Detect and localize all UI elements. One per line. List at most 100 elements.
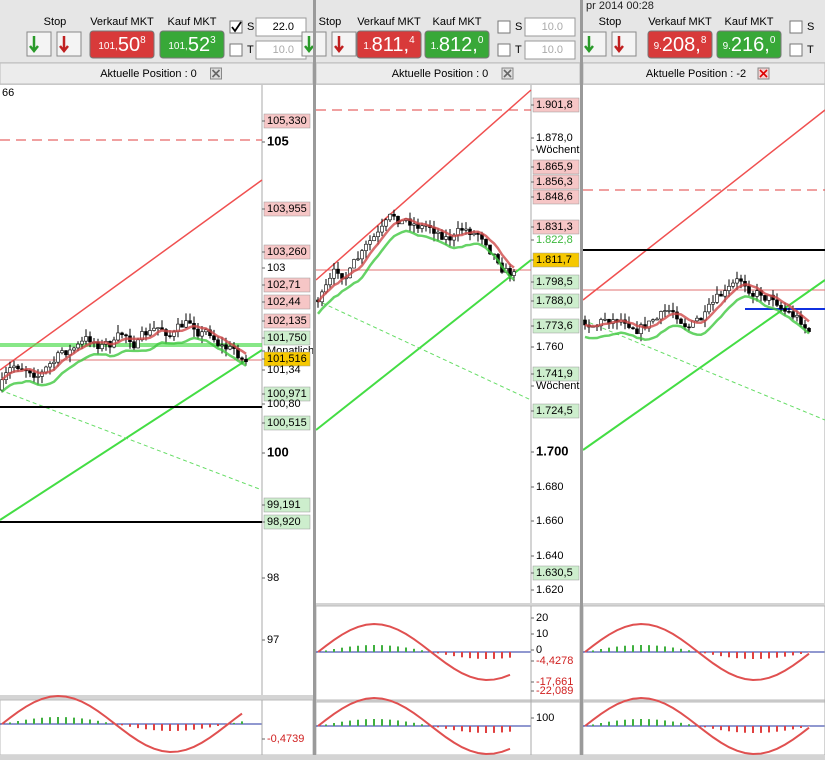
- buy-price[interactable]: 1.812,0: [431, 34, 484, 56]
- sell-price[interactable]: 101,508: [98, 34, 146, 56]
- axis-label: 100,971: [267, 388, 307, 400]
- t-spinbox[interactable]: [524, 40, 576, 60]
- order-icon[interactable]: [56, 31, 82, 57]
- s-checkbox[interactable]: [497, 20, 511, 34]
- s-checkbox[interactable]: [789, 20, 803, 34]
- candle-body: [651, 319, 655, 322]
- axis-label: -0,4739: [267, 733, 304, 745]
- sell-label: Verkauf MKT: [90, 16, 154, 28]
- t-checkbox[interactable]: [497, 43, 511, 57]
- sell-price[interactable]: 1.811,4: [363, 34, 415, 56]
- candle-body: [719, 293, 723, 297]
- sell-button[interactable]: [356, 30, 422, 59]
- order-icon[interactable]: [611, 31, 637, 57]
- candle-body: [779, 305, 783, 309]
- sell-label: Verkauf MKT: [648, 16, 712, 28]
- s-spinbox[interactable]: [524, 17, 576, 37]
- order-icon[interactable]: [26, 31, 52, 57]
- order-icon-arrow: [614, 36, 624, 54]
- sell-button[interactable]: [89, 30, 155, 59]
- candle-body: [667, 310, 671, 312]
- axis-label: 1.700: [536, 443, 569, 458]
- dotted-line: [0, 389, 263, 491]
- stop-label: Stop: [44, 16, 67, 28]
- candle-body: [336, 268, 340, 274]
- axis-label: 1.788,0: [536, 295, 573, 307]
- candle-body: [76, 343, 80, 349]
- candle-body: [412, 223, 416, 226]
- candle-body: [460, 228, 464, 231]
- candle-body: [763, 295, 767, 301]
- axis-label: 103,260: [267, 246, 307, 258]
- candle-body: [352, 259, 356, 269]
- t-checkbox[interactable]: [789, 43, 803, 57]
- candle-body: [12, 365, 16, 368]
- buy-price[interactable]: 101,523: [168, 34, 216, 56]
- axis-label: 98: [267, 572, 279, 584]
- candle-body: [144, 331, 148, 336]
- candle-body: [731, 282, 735, 287]
- candle-body: [464, 228, 468, 231]
- axis-label: 10: [536, 628, 548, 640]
- candle-body: [711, 302, 715, 305]
- candle-body: [392, 213, 396, 217]
- candle-body: [0, 379, 4, 391]
- buy-button[interactable]: [716, 30, 782, 59]
- t-checkbox[interactable]: [229, 43, 243, 57]
- candle-body: [739, 278, 743, 282]
- axis-label: 1.831,3: [536, 221, 573, 233]
- candle-body: [639, 324, 643, 334]
- dotted-line: [582, 319, 825, 421]
- dotted-line: [315, 299, 532, 401]
- candle-body: [727, 285, 731, 291]
- candle-body: [440, 231, 444, 240]
- buy-button[interactable]: [424, 30, 490, 59]
- candle-body: [88, 336, 92, 343]
- order-icon[interactable]: [331, 31, 357, 57]
- oscillator: [584, 622, 810, 681]
- candle-body: [687, 326, 691, 329]
- buy-price[interactable]: 9.216,0: [723, 34, 776, 56]
- candle-body: [80, 340, 84, 345]
- candle-body: [807, 328, 811, 332]
- candle-body: [116, 332, 120, 341]
- t-value: 10.0: [273, 44, 294, 56]
- sell-button[interactable]: [647, 30, 713, 59]
- candle-body: [783, 308, 787, 312]
- candle-body: [148, 330, 152, 336]
- trend-line: [0, 349, 263, 521]
- candle-body: [100, 344, 104, 349]
- s-label: S: [807, 21, 814, 33]
- candle-body: [751, 293, 755, 297]
- axis-label: 1.811,7: [536, 254, 572, 266]
- candle-body: [360, 250, 364, 260]
- close-x: [759, 69, 768, 78]
- candle-body: [168, 335, 172, 337]
- close-x: [211, 69, 221, 78]
- candle-body: [791, 311, 795, 318]
- candle-body: [84, 336, 88, 342]
- trend-line: [0, 179, 263, 371]
- window-title: pr 2014 00:28: [586, 0, 654, 12]
- candle-body: [196, 328, 200, 337]
- candle-body: [132, 341, 136, 349]
- candle-body: [631, 327, 635, 330]
- panel-separator: [580, 0, 583, 755]
- candle-body: [635, 328, 639, 334]
- order-icon[interactable]: [581, 31, 607, 57]
- oscillator: [1, 694, 243, 753]
- sell-label: Verkauf MKT: [357, 16, 421, 28]
- candle-body: [124, 334, 128, 337]
- s-spinbox[interactable]: [255, 17, 307, 37]
- buy-button[interactable]: [159, 30, 225, 59]
- sell-price[interactable]: 9.208,8: [654, 34, 707, 56]
- axis-label: 1.741,9: [536, 368, 573, 380]
- moving-average: [584, 295, 810, 341]
- indicator-pane: [0, 699, 314, 756]
- axis-label: Wöchentli: [536, 380, 584, 392]
- stop-label: Stop: [599, 16, 622, 28]
- candle-body: [216, 339, 220, 346]
- axis-label: 20: [536, 612, 548, 624]
- trend-line: [315, 89, 532, 281]
